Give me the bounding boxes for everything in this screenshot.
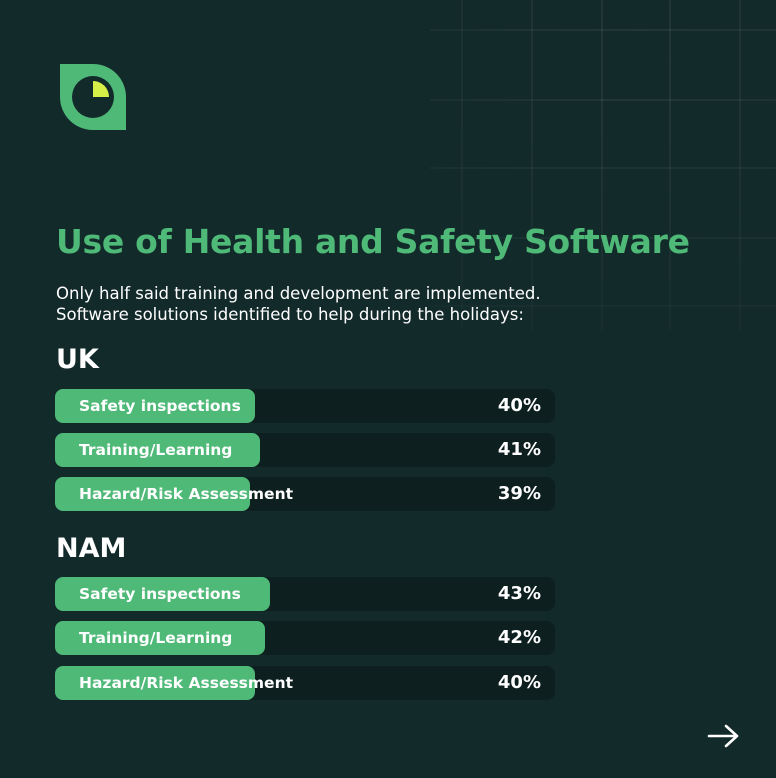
page-title: Use of Health and Safety Software (56, 222, 690, 261)
bar-label: Safety inspections (79, 585, 241, 603)
subtitle-line-2: Software solutions identified to help du… (56, 305, 524, 324)
subtitle-line-1: Only half said training and development … (56, 284, 541, 303)
bar-fill (55, 666, 255, 700)
group-label-nam: NAM (56, 533, 127, 564)
leaf-logo-icon (60, 64, 126, 130)
bar-value: 42% (497, 627, 541, 648)
bar-value: 40% (497, 395, 541, 416)
bar-fill (55, 477, 250, 511)
bar-label: Hazard/Risk Assessment (79, 485, 294, 503)
bar-row-nam-hazard-risk-assessment: Hazard/Risk Assessment 40% (55, 666, 555, 700)
group-label-uk: UK (56, 344, 99, 375)
subtitle: Only half said training and development … (56, 283, 616, 325)
bar-value: 40% (497, 672, 541, 693)
bar-fill (55, 389, 255, 423)
bar-row-nam-training-learning: Training/Learning 42% (55, 621, 555, 655)
bar-value: 39% (497, 483, 541, 504)
bar-row-nam-safety-inspections: Safety inspections 43% (55, 577, 555, 611)
arrow-right-icon[interactable] (706, 722, 742, 750)
bar-label: Safety inspections (79, 397, 241, 415)
bar-label: Training/Learning (79, 629, 233, 647)
bar-row-uk-safety-inspections: Safety inspections 40% (55, 389, 555, 423)
bar-fill (55, 577, 270, 611)
bar-value: 43% (497, 583, 541, 604)
bar-label: Training/Learning (79, 441, 233, 459)
bar-row-uk-hazard-risk-assessment: Hazard/Risk Assessment 39% (55, 477, 555, 511)
bar-value: 41% (497, 439, 541, 460)
bar-fill (55, 621, 265, 655)
bar-row-uk-training-learning: Training/Learning 41% (55, 433, 555, 467)
bar-label: Hazard/Risk Assessment (79, 674, 294, 692)
bar-fill (55, 433, 260, 467)
